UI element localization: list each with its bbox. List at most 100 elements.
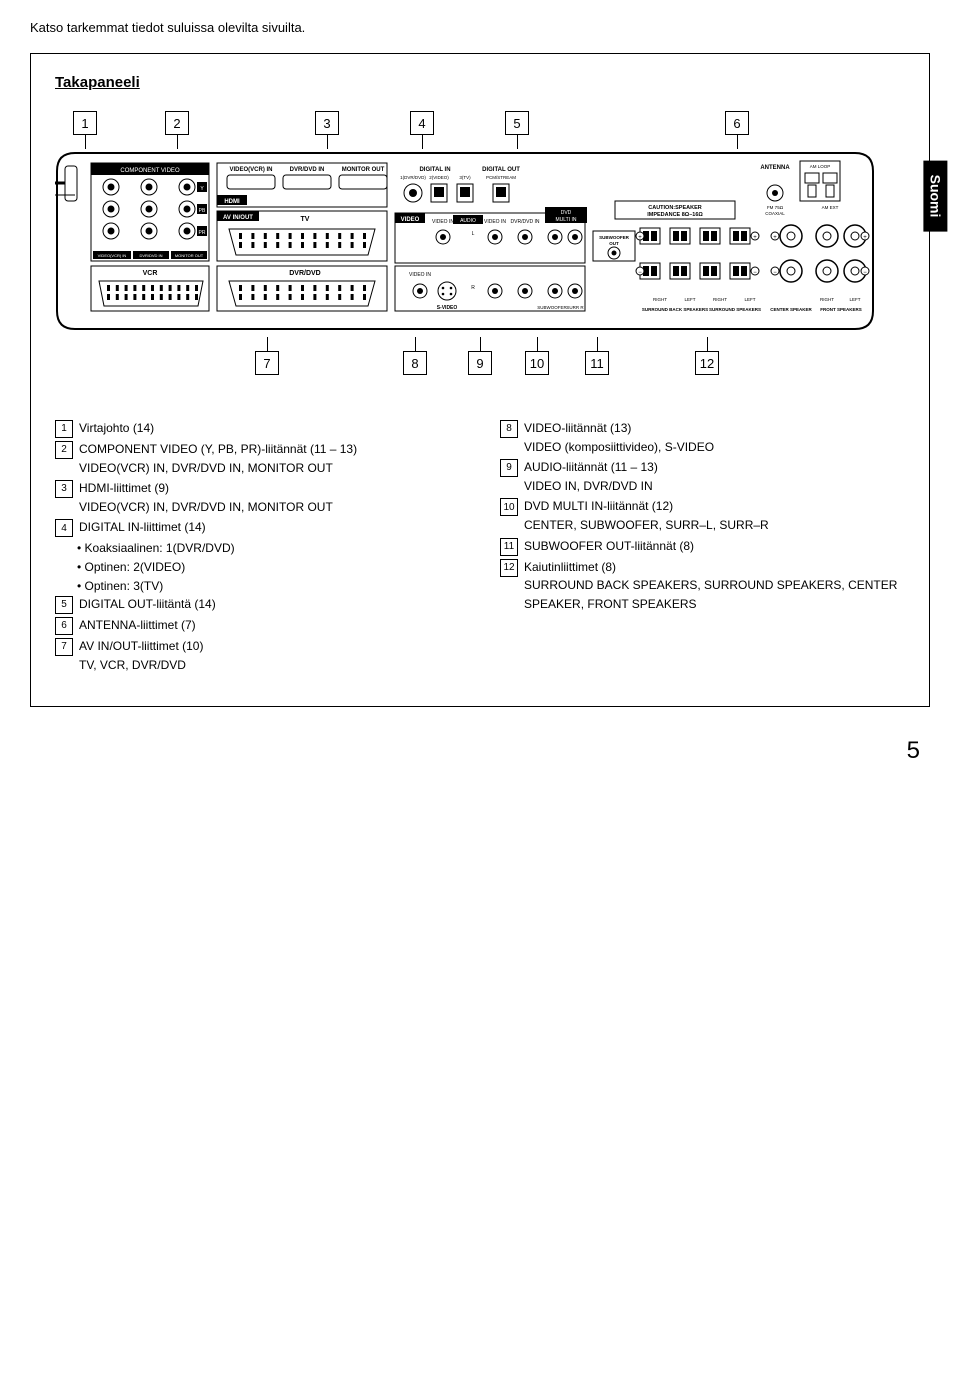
legend-number: 9 [500,459,518,477]
svg-text:FM 75Ω: FM 75Ω [767,205,784,210]
svg-text:LEFT: LEFT [744,297,755,302]
legend-number: 6 [55,617,73,635]
svg-text:MULTI IN: MULTI IN [555,217,576,223]
legend-body: DVD MULTI IN-liitännät (12)CENTER, SUBWO… [524,497,905,534]
svg-text:DVR/DVD IN: DVR/DVD IN [290,167,325,173]
svg-text:HDMI: HDMI [224,199,240,205]
rear-panel-diagram: COMPONENT VIDEO YPBPR VIDEO(VCR) IN DVR/… [55,151,905,331]
legend-item: 4DIGITAL IN-liittimet (14) [55,518,460,537]
legend-number: 12 [500,559,518,577]
callout: 3 [315,111,339,149]
svg-text:AUDIO: AUDIO [460,218,476,224]
svg-text:FRONT SPEAKERS: FRONT SPEAKERS [820,307,862,312]
legend-item: 6 ANTENNA-liittimet (7) [55,616,460,635]
legend-line: TV, VCR, DVR/DVD [79,656,460,675]
svg-text:1(DVR/DVD): 1(DVR/DVD) [400,175,426,180]
svg-text:−: − [863,270,867,276]
legend-title: COMPONENT VIDEO (Y, PB, PR)-liitännät (1… [79,440,460,459]
legend-body: SUBWOOFER OUT-liitännät (8) [524,537,905,556]
callout-number: 2 [165,111,189,135]
callout-line [597,337,598,351]
callout-line [537,337,538,351]
legend-columns: 1Virtajohto (14)2COMPONENT VIDEO (Y, PB,… [55,419,905,676]
panel-box: Suomi Takapaneeli 123456 COMPONENT VIDEO… [30,53,930,707]
svg-text:SURROUND BACK SPEAKERS: SURROUND BACK SPEAKERS [642,307,708,312]
legend-body: Kaiutinliittimet (8)SURROUND BACK SPEAKE… [524,558,905,614]
svg-text:2(VIDEO): 2(VIDEO) [429,175,449,180]
svg-text:3(TV): 3(TV) [459,175,471,180]
svg-text:VIDEO(VCR) IN: VIDEO(VCR) IN [229,167,272,173]
legend-title: AV IN/OUT-liittimet (10) [79,637,460,656]
svg-text:+: + [638,235,642,241]
callout-number: 12 [695,351,719,375]
legend-body: AV IN/OUT-liittimet (10)TV, VCR, DVR/DVD [79,637,460,674]
callout-number: 4 [410,111,434,135]
callout-line [737,135,738,149]
legend-number: 1 [55,420,73,438]
svg-text:VIDEO(VCR) IN: VIDEO(VCR) IN [98,253,127,258]
callout-line [517,135,518,149]
legend-number: 5 [55,596,73,614]
page-note: Katso tarkemmat tiedot suluissa olevilta… [30,20,930,35]
legend-number: 2 [55,441,73,459]
callout-number: 10 [525,351,549,375]
legend-left: 1Virtajohto (14)2COMPONENT VIDEO (Y, PB,… [55,419,460,676]
legend-line: VIDEO(VCR) IN, DVR/DVD IN, MONITOR OUT [79,498,460,517]
callout-line [422,135,423,149]
svg-text:VCR: VCR [143,270,158,277]
callout-number: 11 [585,351,609,375]
svg-text:CAUTION:SPEAKER: CAUTION:SPEAKER [648,205,702,211]
callout-number: 9 [468,351,492,375]
callout: 4 [410,111,434,149]
svg-text:AV IN/OUT: AV IN/OUT [223,215,253,221]
legend-item: 3HDMI-liittimet (9)VIDEO(VCR) IN, DVR/DV… [55,479,460,516]
legend-line: VIDEO IN, DVR/DVD IN [524,477,905,496]
legend-item: 12 Kaiutinliittimet (8)SURROUND BACK SPEA… [500,558,905,614]
callout: 5 [505,111,529,149]
legend-line: VIDEO (komposiittivideo), S-VIDEO [524,438,905,457]
svg-text:PB: PB [199,208,206,214]
legend-item: 2 COMPONENT VIDEO (Y, PB, PR)-liitännät (… [55,440,460,477]
callout: 7 [255,337,279,375]
legend-item: 11SUBWOOFER OUT-liitännät (8) [500,537,905,556]
svg-text:CENTER SPEAKER: CENTER SPEAKER [770,307,812,312]
svg-text:SURR R: SURR R [566,305,584,310]
svg-text:RIGHT: RIGHT [820,297,834,302]
svg-text:LEFT: LEFT [684,297,695,302]
svg-text:TV: TV [301,216,310,223]
callout-number: 3 [315,111,339,135]
svg-text:L: L [472,231,475,237]
legend-title: DIGITAL IN-liittimet (14) [79,518,460,537]
svg-text:AM EXT: AM EXT [822,205,839,210]
svg-text:VIDEO IN: VIDEO IN [432,219,454,225]
legend-number: 8 [500,420,518,438]
callout-line [415,337,416,351]
callout-line [85,135,86,149]
svg-text:ANTENNA: ANTENNA [760,165,790,171]
svg-text:+: + [863,235,867,241]
callout: 10 [525,337,549,375]
legend-item: 5 DIGITAL OUT-liitäntä (14) [55,595,460,614]
svg-text:RIGHT: RIGHT [653,297,667,302]
svg-text:+: + [753,235,757,241]
svg-text:PCM/STREAM: PCM/STREAM [486,175,516,180]
svg-text:VIDEO IN: VIDEO IN [484,219,506,225]
legend-title: HDMI-liittimet (9) [79,479,460,498]
legend-body: DIGITAL OUT-liitäntä (14) [79,595,460,614]
legend-bullet: Optinen: 2(VIDEO) [55,558,460,577]
panel-title: Takapaneeli [55,74,905,91]
legend-body: ANTENNA-liittimet (7) [79,616,460,635]
callout: 1 [73,111,97,149]
legend-bullet: Optinen: 3(TV) [55,577,460,596]
legend-right: 8 VIDEO-liitännät (13)VIDEO (komposiittiv… [500,419,905,676]
callout-line [480,337,481,351]
legend-title: VIDEO-liitännät (13) [524,419,905,438]
legend-line: VIDEO(VCR) IN, DVR/DVD IN, MONITOR OUT [79,459,460,478]
svg-text:VIDEO IN: VIDEO IN [409,272,431,278]
svg-text:OUT: OUT [609,241,619,246]
svg-text:−: − [773,270,777,276]
svg-text:MONITOR OUT: MONITOR OUT [342,167,385,173]
callout-line [267,337,268,351]
callout-line [707,337,708,351]
legend-body: DIGITAL IN-liittimet (14) [79,518,460,537]
